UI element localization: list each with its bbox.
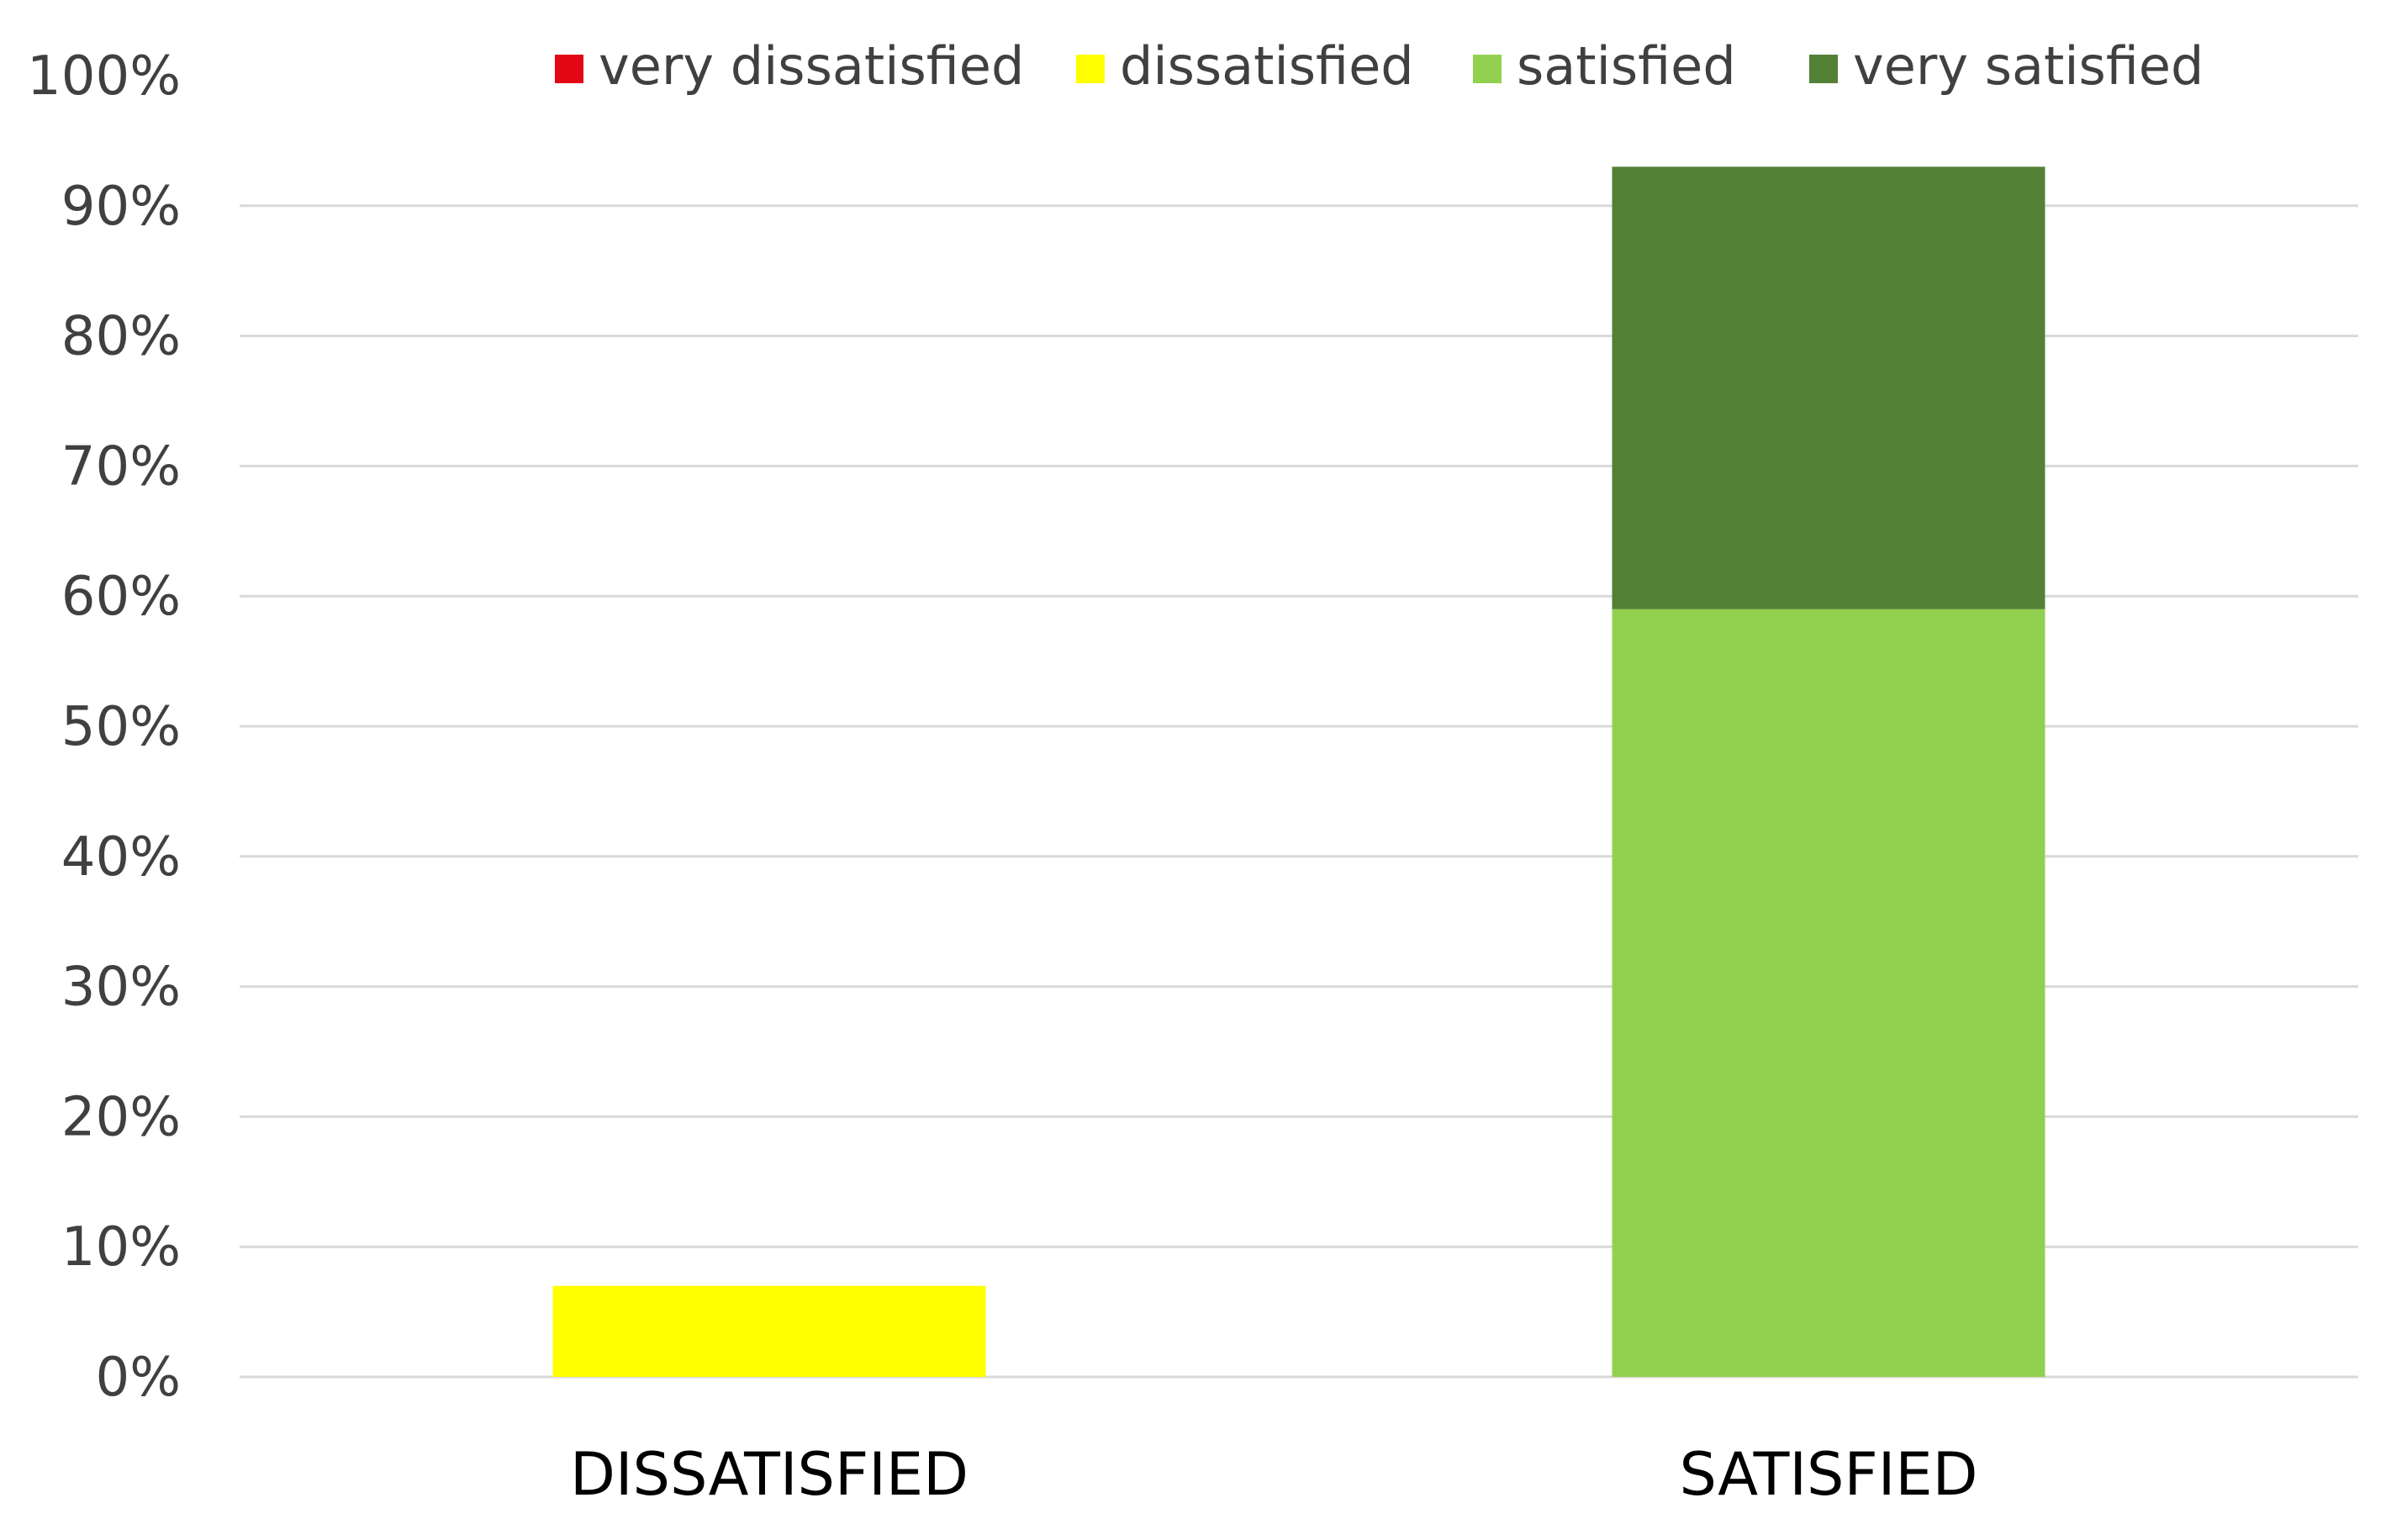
y-tick-label: 50% (61, 696, 181, 758)
y-tick-label: 30% (61, 957, 181, 1019)
legend-swatch (555, 55, 583, 83)
legend-label: dissatisfied (1120, 35, 1414, 97)
y-tick-label: 10% (61, 1216, 181, 1279)
legend-label: very satisfied (1853, 35, 2204, 97)
y-tick-label: 90% (61, 176, 181, 238)
category-label: SATISFIED (1679, 1440, 1977, 1509)
y-tick-label: 40% (61, 826, 181, 889)
legend-swatch (1076, 55, 1105, 83)
legend-swatch (1473, 55, 1502, 83)
bar-segment-very-satisfied (1612, 166, 2045, 609)
category-labels: DISSATISFIED SATISFIED (570, 1440, 1978, 1509)
legend-swatch (1809, 55, 1838, 83)
legend: very dissatisfied dissatisfied satisfied ve… (555, 35, 2204, 97)
y-tick-label: 80% (61, 306, 181, 368)
y-tick-label: 60% (61, 566, 181, 628)
bars (552, 166, 2045, 1377)
y-axis-ticks: 0% 10% 20% 30% 40% 50% 60% 70% 80% 90% 100% (27, 45, 181, 1409)
y-tick-label: 70% (61, 435, 181, 498)
y-tick-label: 0% (95, 1347, 181, 1409)
legend-label: very dissatisfied (599, 35, 1024, 97)
y-tick-label: 20% (61, 1086, 181, 1148)
legend-label: satisfied (1517, 35, 1736, 97)
bar-segment-dissatisfied (552, 1285, 986, 1377)
category-label: DISSATISFIED (570, 1440, 969, 1509)
y-tick-label: 100% (27, 45, 181, 108)
bar-segment-satisfied (1612, 609, 2045, 1377)
